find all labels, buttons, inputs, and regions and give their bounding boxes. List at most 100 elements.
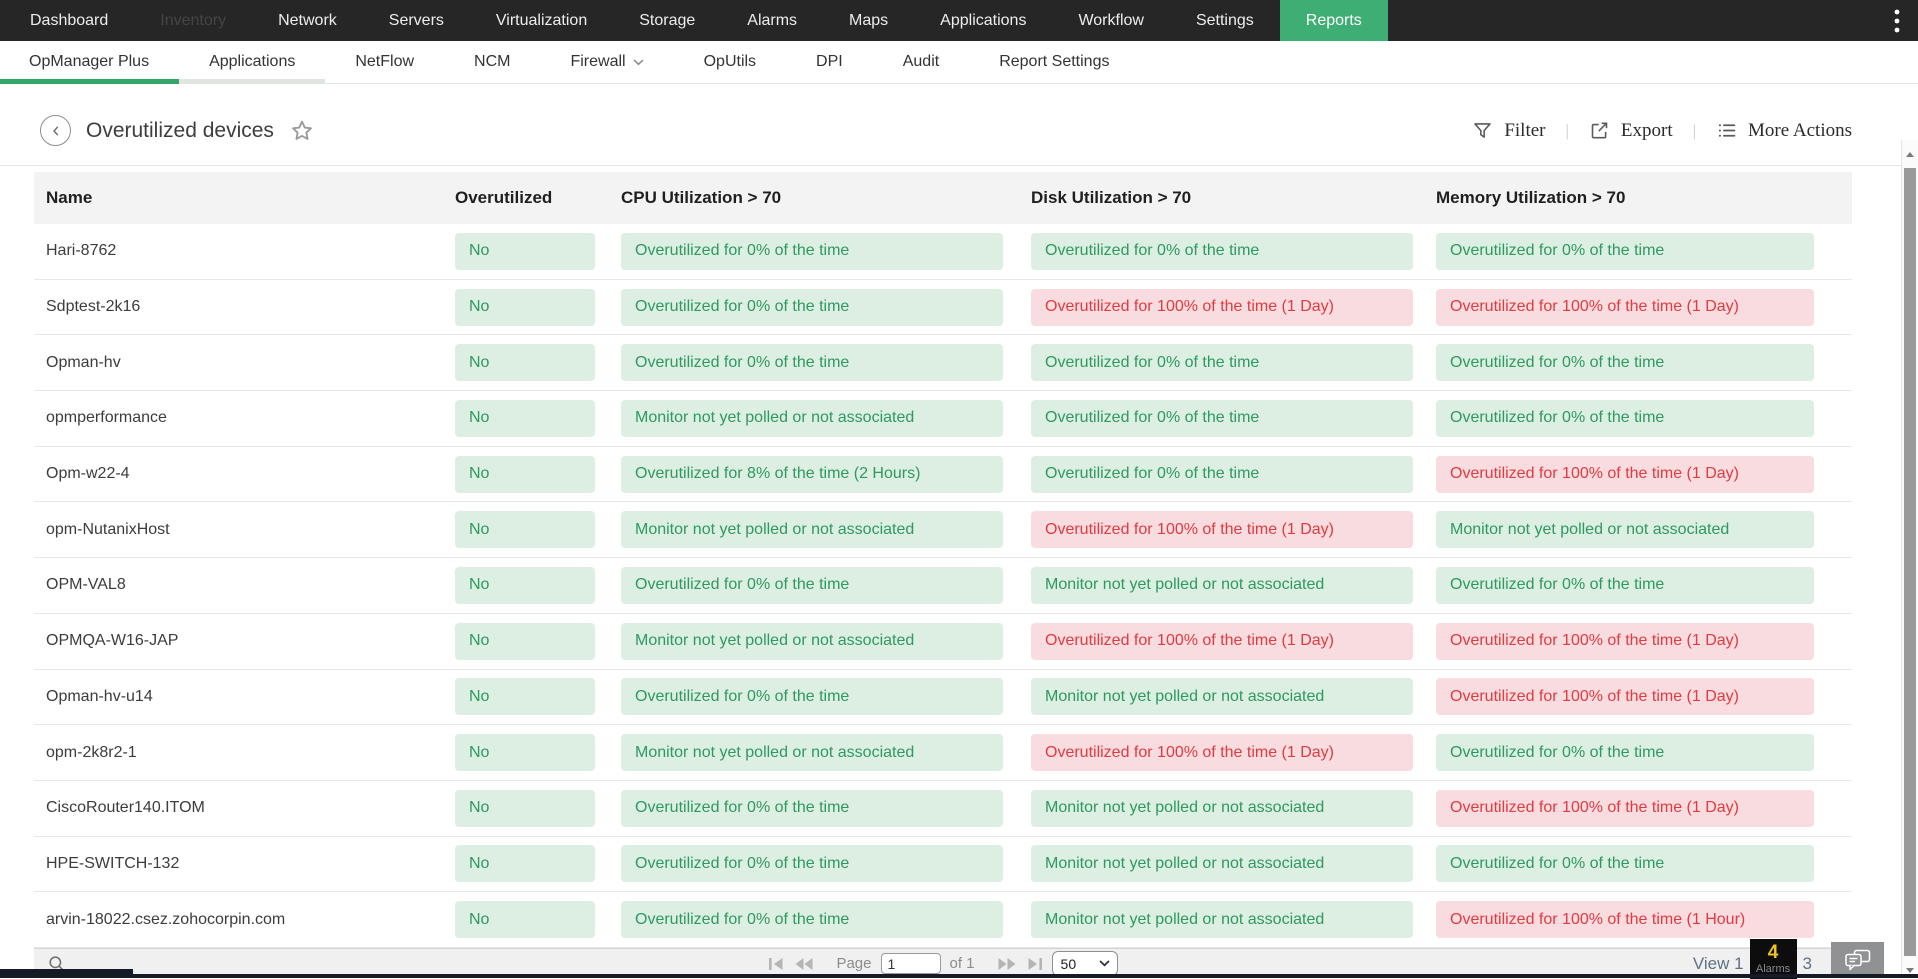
topnav-item-servers[interactable]: Servers [388,11,444,29]
disk-utilization-badge: Overutilized for 0% of the time [1031,455,1413,493]
scroll-down-arrow-icon[interactable] [1906,968,1914,973]
device-name-cell[interactable]: arvin-18022.csez.zohocorpin.com [46,910,286,928]
alarms-label: Alarms [1755,963,1791,975]
scroll-up-arrow-icon[interactable] [1906,152,1914,157]
last-page-button[interactable] [1026,957,1043,971]
table-row[interactable]: opm-2k8r2-1 No Monitor not yet polled or… [34,725,1852,781]
feedback-chat-button[interactable] [1831,942,1884,977]
subnav-item-report-settings[interactable]: Report Settings [969,41,1139,83]
previous-page-button[interactable] [794,957,814,971]
subnav-item-label: NCM [474,53,511,70]
column-header-disk-utilization[interactable]: Disk Utilization > 70 [1031,188,1192,207]
topnav-item-settings[interactable]: Settings [1195,11,1254,29]
table-row[interactable]: CiscoRouter140.ITOM No Overutilized for … [34,781,1852,837]
next-page-button[interactable] [997,957,1017,971]
subnav-item-audit[interactable]: Audit [873,41,969,83]
subnav-item-label: NetFlow [355,53,415,70]
kebab-menu-button[interactable] [1886,0,1908,41]
device-name-cell[interactable]: opm-2k8r2-1 [46,743,137,761]
table-row[interactable]: OPM-VAL8 No Overutilized for 0% of the t… [34,558,1852,614]
subnav-item-netflow[interactable]: NetFlow [325,41,444,83]
subnav-item-label: Report Settings [999,53,1110,70]
scrollbar-thumb[interactable] [1904,168,1916,956]
cpu-utilization-badge: Overutilized for 0% of the time [621,789,1003,827]
topnav-item-dashboard[interactable]: Dashboard [30,11,109,29]
page-size-select[interactable]: 50 [1051,951,1118,976]
more-actions-button[interactable]: More Actions [1716,120,1852,142]
device-name-cell[interactable]: HPE-SWITCH-132 [46,854,180,872]
overutilized-badge: No [455,344,595,382]
table-row[interactable]: Opman-hv No Overutilized for 0% of the t… [34,335,1852,392]
table-row[interactable]: arvin-18022.csez.zohocorpin.com No Overu… [34,892,1852,948]
memory-utilization-badge: Overutilized for 100% of the time (1 Day… [1436,678,1814,716]
topnav-item-alarms[interactable]: Alarms [747,11,798,29]
device-name-cell[interactable]: opm-NutanixHost [46,520,170,538]
back-button[interactable] [40,115,71,146]
subnav-item-dpi[interactable]: DPI [786,41,873,83]
memory-utilization-badge: Overutilized for 0% of the time [1436,734,1814,772]
table-row[interactable]: opmperformance No Monitor not yet polled… [34,391,1852,447]
next-page-icon [998,957,1016,970]
cpu-utilization-badge: Monitor not yet polled or not associated [621,511,1003,549]
first-page-button[interactable] [768,957,785,971]
more-actions-icon [1718,124,1736,137]
column-header-memory-utilization[interactable]: Memory Utilization > 70 [1436,188,1626,207]
export-button[interactable]: Export [1589,120,1673,142]
memory-utilization-badge: Overutilized for 0% of the time [1436,232,1814,270]
favorite-button[interactable] [289,118,315,144]
memory-utilization-badge: Overutilized for 0% of the time [1436,566,1814,604]
device-name-cell[interactable]: Opman-hv-u14 [46,687,153,705]
memory-utilization-badge: Overutilized for 100% of the time (1 Day… [1436,288,1814,326]
table-row[interactable]: Opman-hv-u14 No Overutilized for 0% of t… [34,670,1852,726]
alarms-count: 4 [1767,942,1779,963]
previous-page-icon [795,957,813,970]
subnav-item-applications[interactable]: Applications [179,41,326,84]
disk-utilization-badge: Monitor not yet polled or not associated [1031,566,1413,604]
topnav-item-workflow[interactable]: Workflow [1078,11,1144,29]
column-header-cpu-utilization[interactable]: CPU Utilization > 70 [621,188,782,207]
disk-utilization-badge: Overutilized for 100% of the time (1 Day… [1031,734,1413,772]
disk-utilization-badge: Monitor not yet polled or not associated [1031,901,1413,939]
device-name-cell[interactable]: OPM-VAL8 [46,576,126,594]
device-name-cell[interactable]: Opman-hv [46,353,121,371]
topnav-item-network[interactable]: Network [278,11,337,29]
topnav-item-virtualization[interactable]: Virtualization [495,11,588,29]
topnav-item-applications[interactable]: Applications [940,11,1027,29]
column-header-name[interactable]: Name [46,188,93,207]
cpu-utilization-badge: Overutilized for 0% of the time [621,678,1003,716]
topnav-item-maps[interactable]: Maps [849,11,889,29]
table-row[interactable]: OPMQA-W16-JAP No Monitor not yet polled … [34,614,1852,670]
topnav-item-reports[interactable]: Reports [1279,0,1388,41]
subnav-item-ncm[interactable]: NCM [444,41,540,83]
table-row[interactable]: Sdptest-2k16 No Overutilized for 0% of t… [34,280,1852,336]
table-row[interactable]: Hari-8762 No Overutilized for 0% of the … [34,224,1852,280]
subnav-item-oputils[interactable]: OpUtils [674,41,786,83]
subnav-item-firewall[interactable]: Firewall [540,41,673,83]
disk-utilization-badge: Overutilized for 0% of the time [1031,344,1413,382]
overutilized-badge: No [455,901,595,939]
subnav-item-opmanager-plus[interactable]: OpManager Plus [0,41,180,84]
device-name-cell[interactable]: opmperformance [46,409,167,427]
overutilized-badge: No [455,678,595,716]
disk-utilization-badge: Overutilized for 0% of the time [1031,232,1413,270]
topnav-item-storage[interactable]: Storage [639,11,696,29]
last-page-icon [1028,957,1042,970]
device-name-cell[interactable]: CiscoRouter140.ITOM [46,799,205,817]
table-row[interactable]: opm-NutanixHost No Monitor not yet polle… [34,502,1852,559]
topnav-item-inventory[interactable]: Inventory [160,11,227,29]
device-name-cell[interactable]: Hari-8762 [46,242,117,260]
overutilized-badge: No [455,622,595,660]
device-name-cell[interactable]: Sdptest-2k16 [46,298,141,316]
table-row[interactable]: Opm-w22-4 No Overutilized for 8% of the … [34,447,1852,503]
filter-button[interactable]: Filter [1472,120,1546,142]
vertical-scrollbar[interactable] [1901,140,1918,978]
page-number-input[interactable] [880,953,941,974]
column-header-overutilized[interactable]: Overutilized [455,188,553,207]
device-name-cell[interactable]: OPMQA-W16-JAP [46,632,179,650]
subnav-item-label: Audit [902,53,940,70]
memory-utilization-badge: Overutilized for 100% of the time (1 Day… [1436,455,1814,493]
table-row[interactable]: HPE-SWITCH-132 No Overutilized for 0% of… [34,837,1852,893]
cpu-utilization-badge: Overutilized for 0% of the time [621,901,1003,939]
device-name-cell[interactable]: Opm-w22-4 [46,465,130,483]
alarms-badge[interactable]: 4 Alarms [1749,939,1797,979]
